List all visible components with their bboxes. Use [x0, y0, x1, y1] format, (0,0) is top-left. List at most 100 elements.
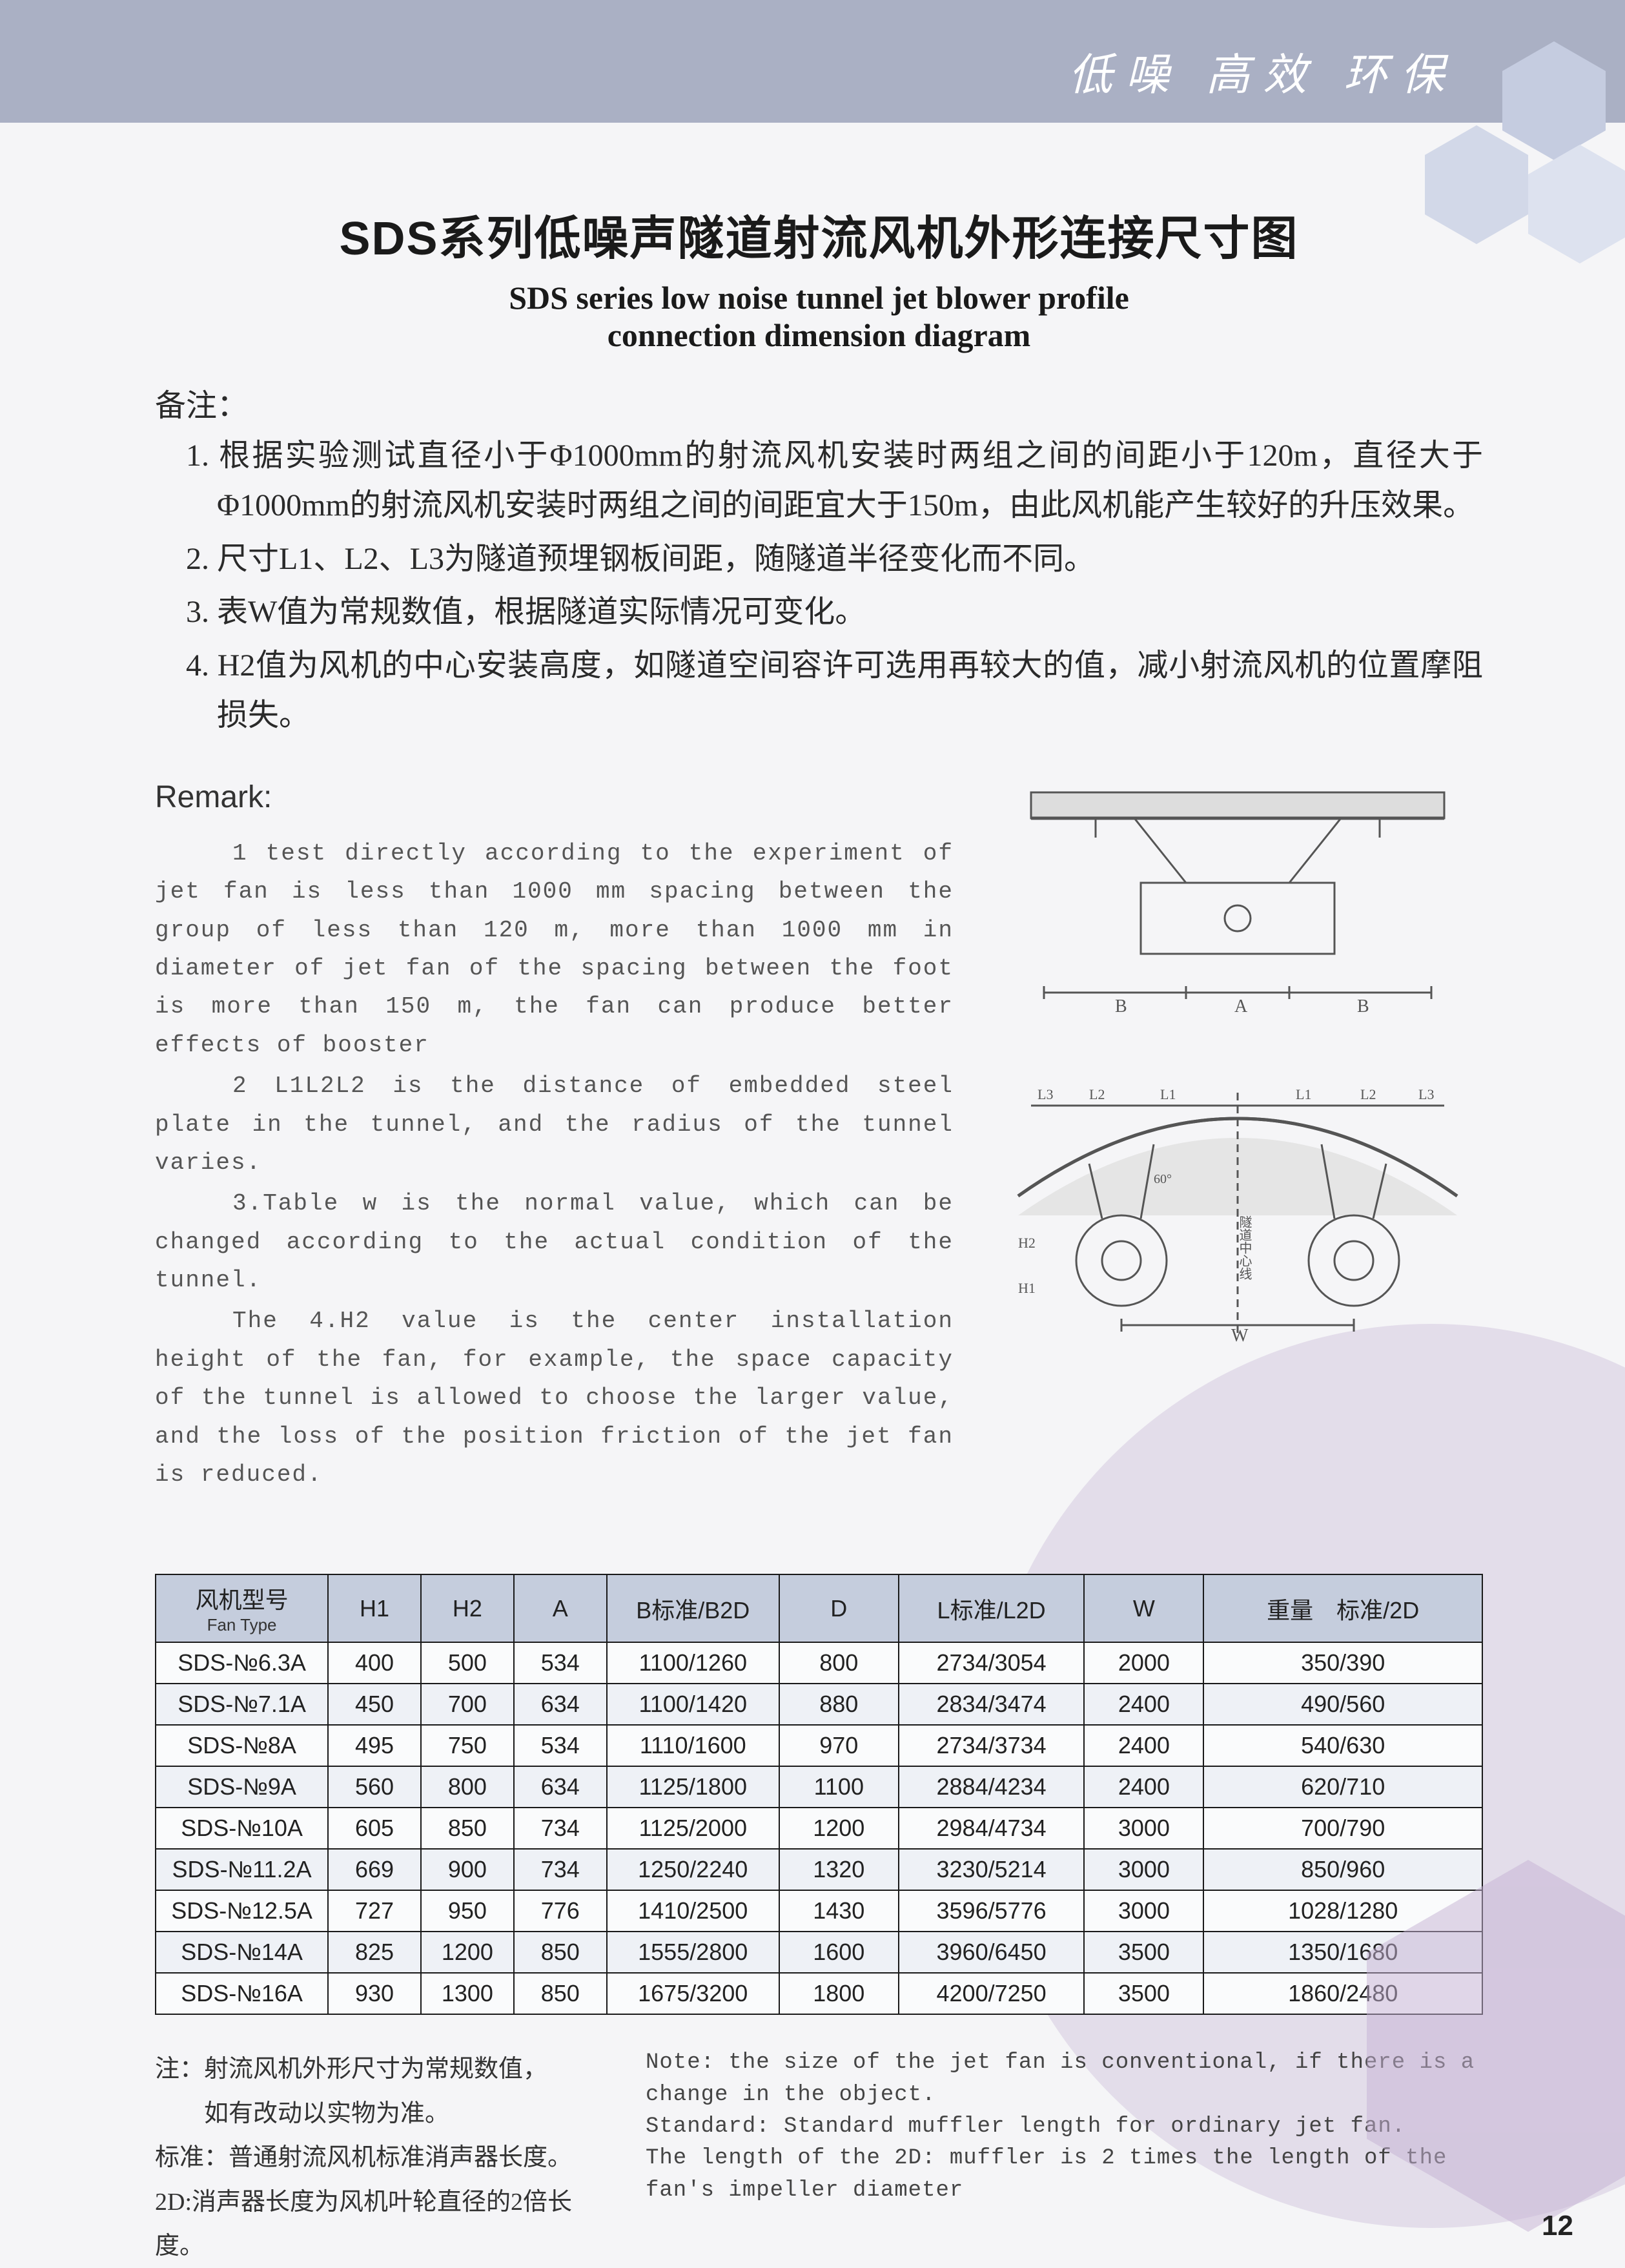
- table-cell: 1800: [779, 1973, 899, 2014]
- table-cell: 2734/3734: [899, 1725, 1085, 1766]
- table-cell: 534: [514, 1642, 607, 1684]
- table-cell: 3596/5776: [899, 1890, 1085, 1932]
- foot-cn-3: 标准：普通射流风机标准消声器长度。: [155, 2136, 594, 2180]
- diagram-tunnel-section: L3 L2 L1 L1 L2 L3 W 隧道中心线 H2 H1 60°: [992, 1067, 1483, 1351]
- table-cell: 1300: [421, 1973, 514, 2014]
- table-cell: 1250/2240: [607, 1849, 779, 1890]
- dim-B-left: B: [1115, 996, 1127, 1016]
- tunnel-centerline-label: 隧道中心线: [1237, 1215, 1252, 1279]
- table-cell: 2834/3474: [899, 1684, 1085, 1725]
- footer-notes: 注：射流风机外形尺寸为常规数值， 如有改动以实物为准。 标准：普通射流风机标准消…: [155, 2047, 1483, 2268]
- table-cell: 4200/7250: [899, 1973, 1085, 2014]
- table-cell: 540/630: [1203, 1725, 1482, 1766]
- table-cell: 850: [421, 1808, 514, 1849]
- dim-W: W: [1231, 1326, 1249, 1346]
- table-row: SDS-№16A93013008501675/320018004200/7250…: [156, 1973, 1482, 2014]
- table-cell: SDS-№6.3A: [156, 1642, 328, 1684]
- dim-L1a: L1: [1160, 1086, 1176, 1102]
- table-cell: 620/710: [1203, 1766, 1482, 1808]
- table-cell: 2400: [1084, 1684, 1203, 1725]
- table-row: SDS-№6.3A4005005341100/12608002734/30542…: [156, 1642, 1482, 1684]
- note-cn-1: 1. 根据实验测试直径小于Φ1000mm的射流风机安装时两组之间的间距小于120…: [155, 431, 1483, 531]
- table-cell: 490/560: [1203, 1684, 1482, 1725]
- table-cell: 2400: [1084, 1725, 1203, 1766]
- table-cell: 605: [328, 1808, 421, 1849]
- table-cell: 776: [514, 1890, 607, 1932]
- footer-notes-cn: 注：射流风机外形尺寸为常规数值， 如有改动以实物为准。 标准：普通射流风机标准消…: [155, 2047, 594, 2268]
- table-cell: SDS-№11.2A: [156, 1849, 328, 1890]
- table-cell: 3960/6450: [899, 1932, 1085, 1973]
- table-header-1: H1: [328, 1574, 421, 1642]
- table-row: SDS-№7.1A4507006341100/14208802834/34742…: [156, 1684, 1482, 1725]
- dim-A: A: [1234, 996, 1248, 1016]
- table-cell: 2400: [1084, 1766, 1203, 1808]
- table-cell: 495: [328, 1725, 421, 1766]
- table-cell: 2000: [1084, 1642, 1203, 1684]
- dim-angle: 60°: [1154, 1172, 1172, 1186]
- table-cell: SDS-№9A: [156, 1766, 328, 1808]
- table-cell: 700/790: [1203, 1808, 1482, 1849]
- table-header-4: B标准/B2D: [607, 1574, 779, 1642]
- table-cell: 950: [421, 1890, 514, 1932]
- table-cell: 734: [514, 1808, 607, 1849]
- dim-L1b: L1: [1296, 1086, 1311, 1102]
- table-cell: 1200: [779, 1808, 899, 1849]
- table-cell: 1600: [779, 1932, 899, 1973]
- dim-B-right: B: [1357, 996, 1369, 1016]
- table-cell: 1555/2800: [607, 1932, 779, 1973]
- title-chinese: SDS系列低噪声隧道射流风机外形连接尺寸图: [155, 200, 1483, 268]
- table-cell: 850: [514, 1973, 607, 2014]
- spec-table: 风机型号Fan TypeH1H2AB标准/B2DDL标准/L2DW重量 标准/2…: [155, 1574, 1483, 2015]
- remark-en-2: 2 L1L2L2 is the distance of embedded ste…: [155, 1067, 954, 1182]
- table-cell: 727: [328, 1890, 421, 1932]
- foot-en-3: The length of the 2D: muffler is 2 times…: [646, 2143, 1483, 2207]
- remark-en-1: 1 test directly according to the experim…: [155, 834, 954, 1064]
- table-cell: 750: [421, 1725, 514, 1766]
- table-cell: 500: [421, 1642, 514, 1684]
- notes-cn-body: 1. 根据实验测试直径小于Φ1000mm的射流风机安装时两组之间的间距小于120…: [155, 431, 1483, 741]
- table-cell: SDS-№10A: [156, 1808, 328, 1849]
- table-cell: 880: [779, 1684, 899, 1725]
- table-cell: SDS-№16A: [156, 1973, 328, 2014]
- title-en-line1: SDS series low noise tunnel jet blower p…: [509, 280, 1129, 316]
- title-english: SDS series low noise tunnel jet blower p…: [155, 280, 1483, 354]
- foot-en-2: Standard: Standard muffler length for or…: [646, 2111, 1483, 2143]
- table-row: SDS-№9A5608006341125/180011002884/423424…: [156, 1766, 1482, 1808]
- table-cell: 1100/1260: [607, 1642, 779, 1684]
- foot-en-1: Note: the size of the jet fan is convent…: [646, 2047, 1483, 2111]
- dim-H1: H1: [1018, 1280, 1036, 1296]
- dim-L2a: L2: [1089, 1086, 1105, 1102]
- notes-cn-label: 备注：: [155, 380, 1483, 425]
- table-cell: 1125/1800: [607, 1766, 779, 1808]
- table-cell: 734: [514, 1849, 607, 1890]
- table-row: SDS-№10A6058507341125/200012002984/47343…: [156, 1808, 1482, 1849]
- table-cell: 800: [421, 1766, 514, 1808]
- table-cell: SDS-№14A: [156, 1932, 328, 1973]
- header-tagline: 低噪 高效 环保: [1068, 39, 1457, 103]
- foot-cn-4: 2D:消声器长度为风机叶轮直径的2倍长度。: [155, 2180, 594, 2268]
- diagram-front-view: B A B: [992, 779, 1483, 1025]
- table-cell: SDS-№8A: [156, 1725, 328, 1766]
- table-header-5: D: [779, 1574, 899, 1642]
- table-cell: 2734/3054: [899, 1642, 1085, 1684]
- table-row: SDS-№14A82512008501555/280016003960/6450…: [156, 1932, 1482, 1973]
- table-cell: 700: [421, 1684, 514, 1725]
- table-header-6: L标准/L2D: [899, 1574, 1085, 1642]
- table-cell: 900: [421, 1849, 514, 1890]
- table-cell: 1675/3200: [607, 1973, 779, 2014]
- table-cell: 825: [328, 1932, 421, 1973]
- diagram-column: B A B: [992, 779, 1483, 1497]
- remark-label: Remark:: [155, 779, 954, 815]
- table-cell: SDS-№7.1A: [156, 1684, 328, 1725]
- table-header-7: W: [1084, 1574, 1203, 1642]
- note-cn-2: 2. 尺寸L1、L2、L3为隧道预埋钢板间距，随隧道半径变化而不同。: [155, 535, 1483, 584]
- table-cell: 3500: [1084, 1932, 1203, 1973]
- foot-cn-2: 如有改动以实物为准。: [155, 2092, 594, 2136]
- table-cell: SDS-№12.5A: [156, 1890, 328, 1932]
- table-header-2: H2: [421, 1574, 514, 1642]
- table-cell: 3230/5214: [899, 1849, 1085, 1890]
- table-cell: 1100/1420: [607, 1684, 779, 1725]
- dim-L3b: L3: [1418, 1086, 1434, 1102]
- table-cell: 1430: [779, 1890, 899, 1932]
- table-cell: 1100: [779, 1766, 899, 1808]
